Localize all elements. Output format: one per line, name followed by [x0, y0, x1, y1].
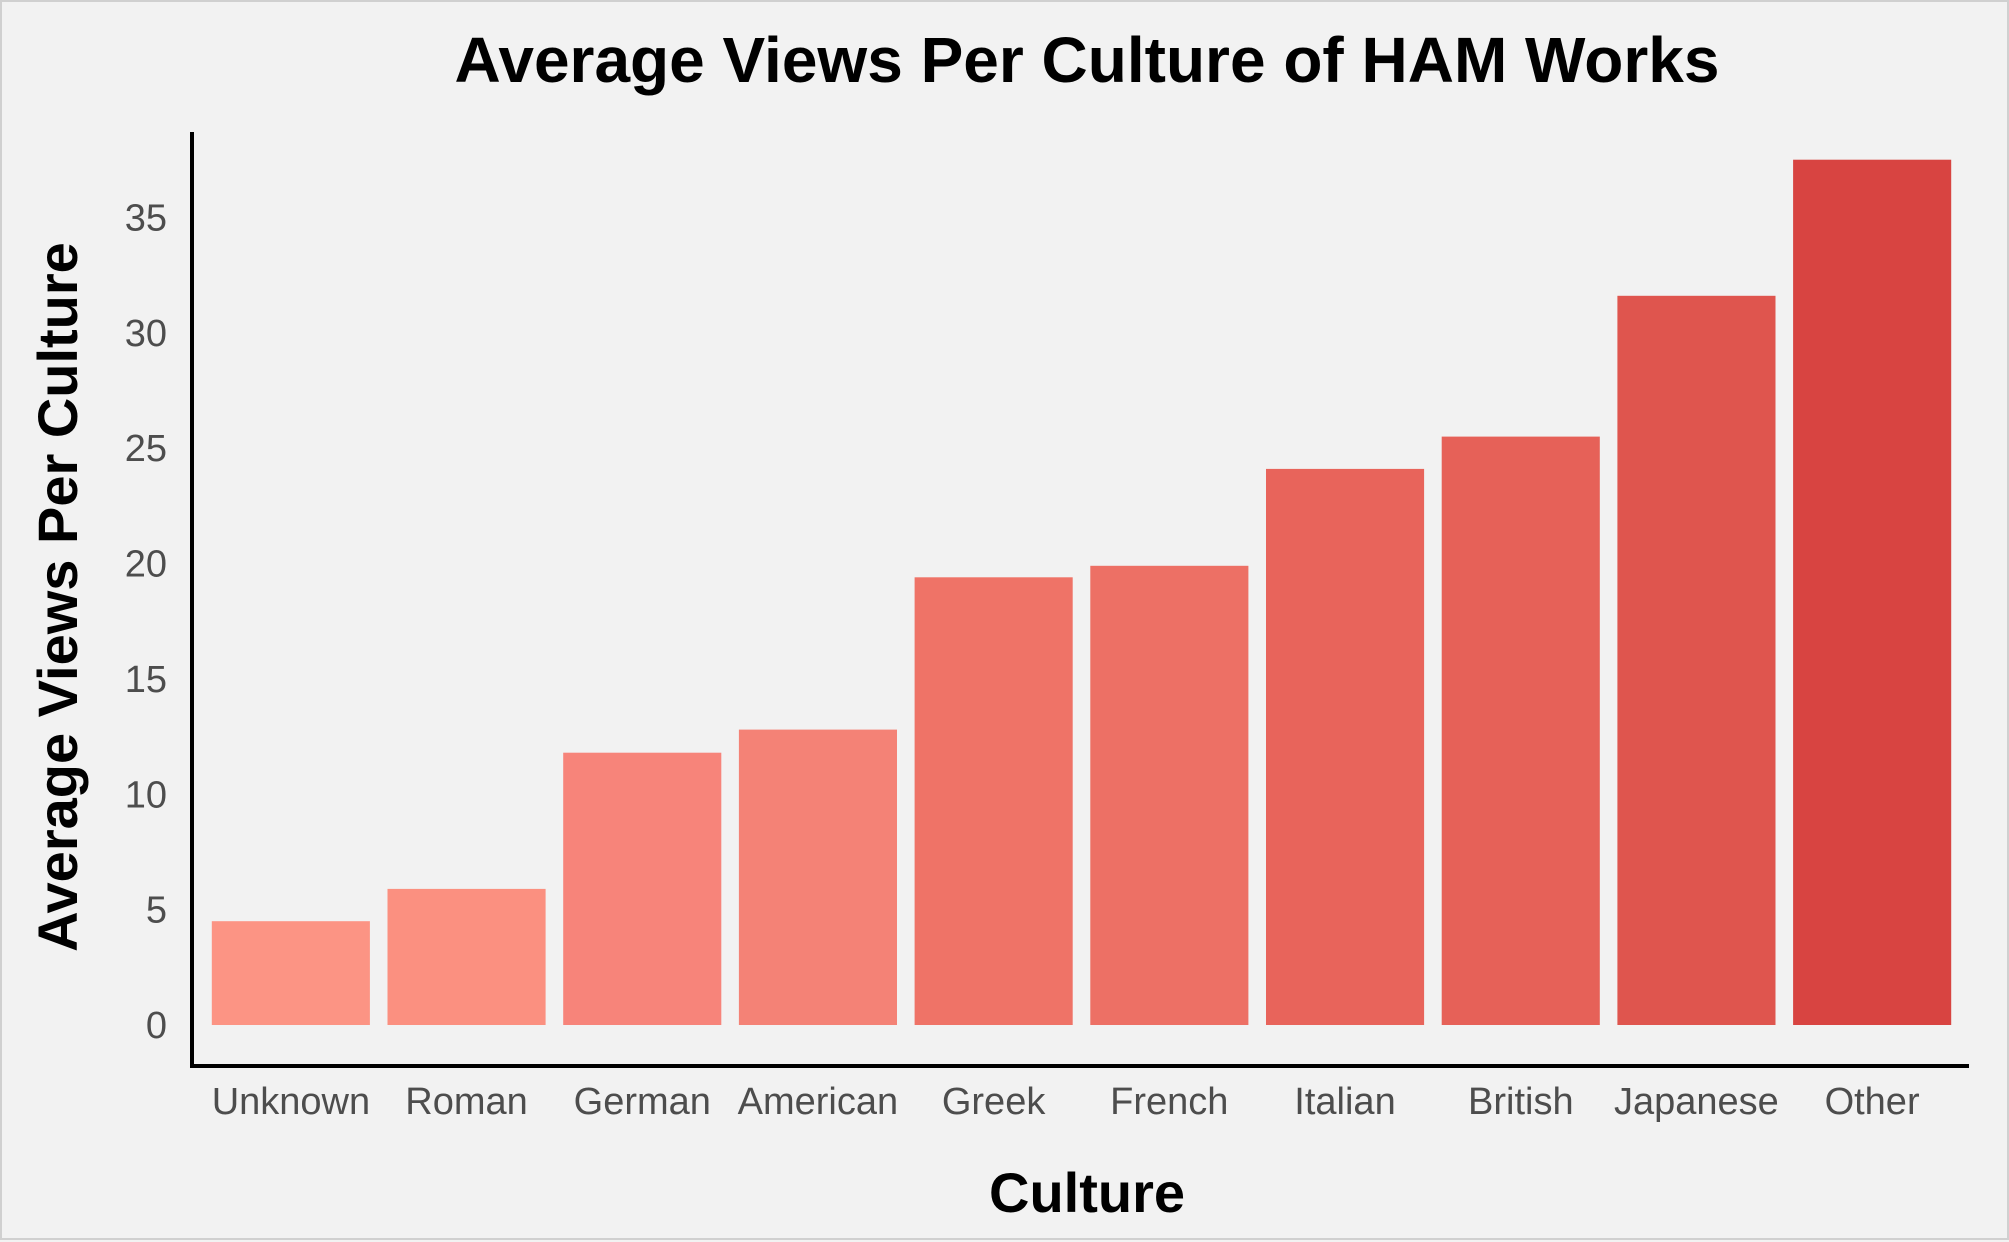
bar-other	[1793, 159, 1952, 1025]
bar-american	[738, 729, 897, 1025]
x-axis-ticks: Unknown Roman German American Greek French Ita…	[212, 1081, 1920, 1123]
chart-title: Average Views Per Culture of HAM Works	[455, 24, 1720, 96]
plot-area: 0 5 10 15 20 25 30 35 Unknown Roman German America…	[125, 132, 1969, 1123]
y-tick-label-10: 10	[125, 774, 167, 816]
bar-french	[1090, 565, 1249, 1025]
y-tick-label-25: 25	[125, 428, 167, 470]
y-tick-label-30: 30	[125, 313, 167, 355]
y-tick-label-0: 0	[146, 1005, 167, 1047]
x-tick-label-french: French	[1110, 1081, 1228, 1123]
bar-british	[1441, 436, 1600, 1026]
x-tick-label-japanese: Japanese	[1614, 1081, 1779, 1123]
bars-group	[211, 159, 1952, 1026]
x-axis-title: Culture	[989, 1161, 1185, 1224]
x-tick-label-roman: Roman	[405, 1081, 528, 1123]
bar-german	[563, 752, 722, 1025]
y-axis-ticks: 0 5 10 15 20 25 30 35	[125, 197, 167, 1047]
bar-japanese	[1617, 295, 1776, 1025]
x-tick-label-unknown: Unknown	[212, 1081, 370, 1123]
x-tick-label-american: American	[738, 1081, 899, 1123]
x-tick-label-british: British	[1468, 1081, 1574, 1123]
y-tick-label-35: 35	[125, 197, 167, 239]
y-tick-label-15: 15	[125, 659, 167, 701]
bar-greek	[914, 577, 1073, 1025]
y-tick-label-5: 5	[146, 890, 167, 932]
x-tick-label-italian: Italian	[1294, 1081, 1395, 1123]
x-tick-label-greek: Greek	[942, 1081, 1046, 1123]
y-tick-label-20: 20	[125, 544, 167, 586]
x-tick-label-german: German	[574, 1081, 711, 1123]
bar-roman	[387, 888, 546, 1025]
y-axis-title: Average Views Per Culture	[26, 242, 89, 952]
x-tick-label-other: Other	[1825, 1081, 1920, 1123]
bar-unknown	[211, 921, 370, 1025]
bar-italian	[1266, 468, 1425, 1025]
